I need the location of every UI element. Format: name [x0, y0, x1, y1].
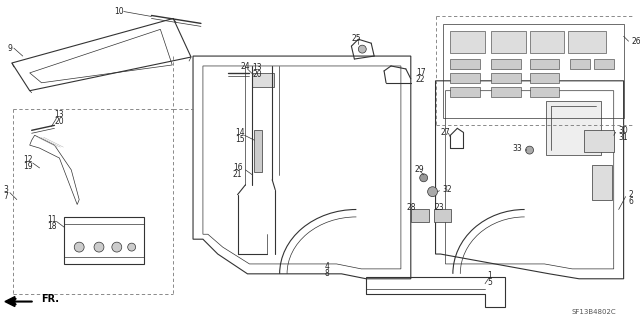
Bar	[568, 31, 606, 53]
Bar	[570, 59, 590, 69]
Text: 21: 21	[233, 170, 243, 179]
Bar	[451, 73, 480, 83]
Text: 17: 17	[416, 68, 426, 77]
Text: 22: 22	[416, 75, 425, 84]
Text: 2: 2	[628, 190, 634, 199]
Text: 32: 32	[442, 185, 452, 194]
Bar	[491, 73, 521, 83]
Bar	[491, 87, 521, 97]
Text: 15: 15	[235, 135, 244, 144]
Text: 14: 14	[235, 128, 244, 137]
Text: 27: 27	[440, 128, 451, 137]
Text: 11: 11	[47, 215, 56, 224]
Text: 3: 3	[3, 185, 8, 194]
Circle shape	[358, 45, 366, 53]
Text: 1: 1	[488, 271, 492, 280]
Polygon shape	[5, 297, 15, 307]
Circle shape	[128, 243, 136, 251]
Bar	[254, 130, 262, 172]
Bar	[451, 31, 485, 53]
Text: 9: 9	[8, 44, 12, 53]
Text: 10: 10	[114, 7, 124, 16]
Text: 24: 24	[241, 62, 250, 71]
Text: 16: 16	[233, 164, 243, 172]
Circle shape	[428, 187, 438, 196]
Bar	[451, 59, 480, 69]
Circle shape	[94, 242, 104, 252]
Text: 6: 6	[628, 197, 634, 206]
Text: 20: 20	[54, 117, 64, 126]
Bar	[594, 59, 614, 69]
Bar	[529, 59, 559, 69]
Text: 33: 33	[513, 144, 523, 153]
Circle shape	[420, 174, 428, 182]
Text: 23: 23	[435, 203, 444, 212]
Text: 30: 30	[619, 126, 628, 135]
Bar	[529, 73, 559, 83]
Bar	[252, 73, 274, 87]
Text: 12: 12	[23, 156, 33, 164]
Text: 13: 13	[253, 63, 262, 72]
Text: 19: 19	[23, 163, 33, 172]
Circle shape	[525, 146, 534, 154]
Text: 18: 18	[47, 222, 56, 231]
Text: 20: 20	[253, 70, 262, 79]
Text: 26: 26	[632, 37, 640, 46]
Circle shape	[74, 242, 84, 252]
Text: 4: 4	[324, 262, 329, 271]
Bar	[411, 210, 429, 222]
Text: 25: 25	[351, 34, 361, 43]
Bar	[491, 59, 521, 69]
Text: 13: 13	[54, 110, 64, 119]
Text: 5: 5	[488, 278, 492, 287]
Bar	[592, 165, 612, 200]
Text: SF13B4802C: SF13B4802C	[572, 309, 616, 316]
Text: FR.: FR.	[42, 293, 60, 304]
Bar	[547, 100, 601, 155]
Text: 31: 31	[619, 133, 628, 142]
Text: 7: 7	[3, 192, 8, 201]
Bar	[529, 31, 564, 53]
Text: 8: 8	[324, 269, 329, 278]
Bar	[451, 87, 480, 97]
Text: 28: 28	[406, 203, 415, 212]
Bar	[529, 87, 559, 97]
Bar	[491, 31, 525, 53]
Text: 29: 29	[415, 165, 424, 174]
Circle shape	[112, 242, 122, 252]
Bar	[584, 130, 614, 152]
Bar	[433, 210, 451, 222]
